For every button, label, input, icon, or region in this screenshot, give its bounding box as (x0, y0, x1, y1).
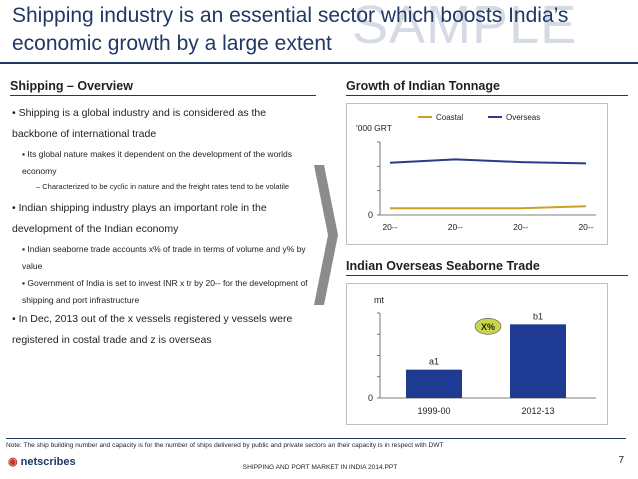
bullet-item: • Shipping is a global industry and is c… (12, 107, 267, 140)
bullet-text: Indian shipping industry plays an import… (12, 202, 267, 235)
seaborne-heading: Indian Overseas Seaborne Trade (346, 259, 628, 276)
sub-bullet-item: ▪ Its global nature makes it dependent o… (22, 149, 292, 176)
legend-label: Overseas (506, 113, 540, 122)
x-tick-label: 1999-00 (417, 406, 450, 416)
y-axis-label: '000 GRT (356, 123, 392, 133)
overview-heading: Shipping – Overview (10, 79, 316, 96)
bullet-text: Shipping is a global industry and is con… (12, 107, 267, 140)
x-tick-label: 20-- (382, 222, 397, 232)
tonnage-chart-frame (346, 103, 608, 245)
footnote: Note: The ship building number and capac… (6, 438, 626, 449)
slide-header: SAMPLE Shipping industry is an essential… (0, 0, 638, 64)
logo-text: netscribes (20, 456, 76, 468)
page-number: 7 (618, 455, 624, 466)
sub-bullet-item: ▪ Indian seaborne trade accounts x% of t… (22, 244, 306, 271)
bullet-text: In Dec, 2013 out of the x vessels regist… (12, 313, 293, 346)
sub-sub-bullet-item: – Characterized to be cyclic in nature a… (36, 182, 290, 191)
sub-sub-bullet-text: Characterized to be cyclic in nature and… (42, 182, 290, 191)
overview-bullets: • Shipping is a global industry and is c… (12, 103, 312, 352)
x-tick-label: 20-- (513, 222, 528, 232)
tonnage-heading: Growth of Indian Tonnage (346, 79, 628, 96)
sub-bullet-text: Government of India is set to invest INR… (22, 278, 308, 305)
x-tick-label: 20-- (448, 222, 463, 232)
y-tick-label: 0 (368, 393, 373, 403)
y-axis-label: mt (374, 295, 384, 305)
bullet-item: • Indian shipping industry plays an impo… (12, 202, 267, 235)
legend-label: Coastal (436, 113, 463, 122)
series-line-coastal (390, 205, 587, 210)
sub-bullet-text: Indian seaborne trade accounts x% of tra… (22, 244, 306, 271)
x-tick-label: 2012-13 (521, 406, 554, 416)
chevron-arrow-icon (314, 165, 338, 305)
bullet-item: • In Dec, 2013 out of the x vessels regi… (12, 313, 293, 346)
growth-badge-label: X% (481, 322, 495, 332)
growth-badge (474, 318, 502, 335)
series-line-overseas (389, 158, 587, 165)
logo-mark-icon: ◉ (8, 456, 18, 468)
seaborne-chart-svg: mt 0 a1 1999-00 b1 2012-13 X% (368, 295, 596, 416)
slide-title: Shipping industry is an essential sector… (12, 4, 569, 55)
watermark: SAMPLE (352, 0, 578, 55)
footer-filename: SHIPPING AND PORT MARKET IN INDIA 2014.P… (242, 464, 398, 471)
sub-bullet-text: Its global nature makes it dependent on … (22, 149, 292, 176)
bar-1999-00 (406, 369, 462, 398)
y-tick-label: 0 (368, 210, 373, 220)
sub-bullet-item: ▪ Government of India is set to invest I… (22, 278, 308, 305)
bar-data-label: b1 (533, 311, 543, 321)
bar-2012-13 (510, 324, 566, 398)
brand-logo: ◉ netscribes (8, 455, 76, 468)
tonnage-chart-svg: Coastal Overseas '000 GRT 0 20-- 20-- 20-- 20-- (356, 113, 596, 232)
x-tick-label: 20-- (578, 222, 593, 232)
bar-data-label: a1 (429, 357, 439, 367)
title-divider (0, 62, 638, 64)
